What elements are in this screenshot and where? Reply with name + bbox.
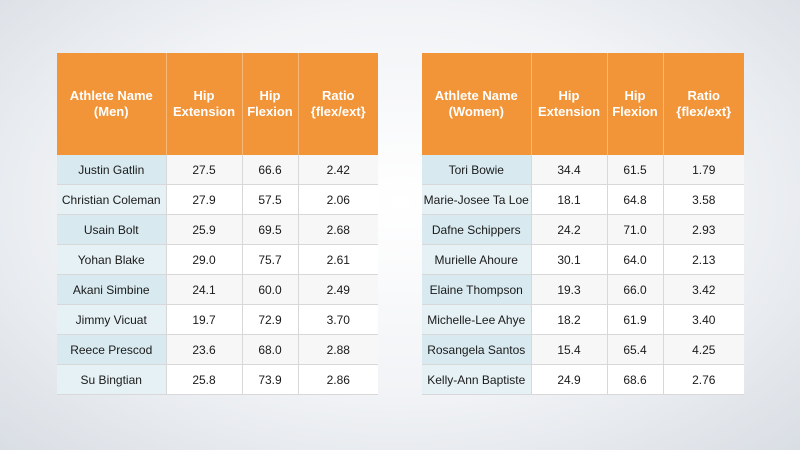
hip-extension-cell: 15.4 (531, 334, 608, 365)
table-row: Tori Bowie 34.4 61.5 1.79 (422, 155, 744, 185)
women-table-header: Athlete Name (Women) Hip Extension Hip F… (422, 53, 744, 155)
hip-flexion-cell: 68.0 (242, 334, 299, 365)
table-row: Marie-Josee Ta Loe 18.1 64.8 3.58 (422, 184, 744, 215)
athlete-name-cell: Elaine Thompson (422, 274, 532, 305)
hip-extension-cell: 25.9 (166, 214, 243, 245)
header-hip-flexion: Hip Flexion (607, 53, 664, 155)
hip-extension-cell: 24.9 (531, 364, 608, 395)
header-ratio: Ratio {flex/ext} (663, 53, 744, 155)
athlete-name-cell: Michelle-Lee Ahye (422, 304, 532, 335)
hip-extension-cell: 23.6 (166, 334, 243, 365)
hip-flexion-cell: 60.0 (242, 274, 299, 305)
men-table-header: Athlete Name (Men) Hip Extension Hip Fle… (57, 53, 378, 155)
athlete-name-cell: Usain Bolt (57, 214, 167, 245)
hip-flexion-cell: 64.0 (607, 244, 664, 275)
hip-flexion-cell: 66.6 (242, 155, 299, 185)
header-hip-extension: Hip Extension (166, 53, 243, 155)
ratio-cell: 2.93 (663, 214, 744, 245)
ratio-cell: 2.42 (298, 155, 378, 185)
table-row: Usain Bolt 25.9 69.5 2.68 (57, 214, 378, 245)
hip-flexion-cell: 66.0 (607, 274, 664, 305)
hip-extension-cell: 24.2 (531, 214, 608, 245)
hip-flexion-cell: 73.9 (242, 364, 299, 395)
hip-extension-cell: 30.1 (531, 244, 608, 275)
hip-flexion-cell: 65.4 (607, 334, 664, 365)
ratio-cell: 2.86 (298, 364, 378, 395)
hip-extension-cell: 19.3 (531, 274, 608, 305)
table-row: Elaine Thompson 19.3 66.0 3.42 (422, 274, 744, 305)
ratio-cell: 2.06 (298, 184, 378, 215)
table-row: Justin Gatlin 27.5 66.6 2.42 (57, 155, 378, 185)
ratio-cell: 2.49 (298, 274, 378, 305)
table-row: Akani Simbine 24.1 60.0 2.49 (57, 274, 378, 305)
header-hip-extension: Hip Extension (531, 53, 608, 155)
athlete-name-cell: Yohan Blake (57, 244, 167, 275)
header-row: Athlete Name (Men) Hip Extension Hip Fle… (57, 53, 378, 155)
hip-flexion-cell: 57.5 (242, 184, 299, 215)
header-ratio: Ratio {flex/ext} (298, 53, 378, 155)
ratio-cell: 2.68 (298, 214, 378, 245)
hip-flexion-cell: 61.9 (607, 304, 664, 335)
table-row: Dafne Schippers 24.2 71.0 2.93 (422, 214, 744, 245)
athlete-name-cell: Christian Coleman (57, 184, 167, 215)
athlete-name-cell: Dafne Schippers (422, 214, 532, 245)
table-row: Murielle Ahoure 30.1 64.0 2.13 (422, 244, 744, 275)
ratio-cell: 3.58 (663, 184, 744, 215)
table-row: Reece Prescod 23.6 68.0 2.88 (57, 334, 378, 365)
table-row: Rosangela Santos 15.4 65.4 4.25 (422, 334, 744, 365)
athlete-name-cell: Akani Simbine (57, 274, 167, 305)
header-athlete-name: Athlete Name (Men) (57, 53, 167, 155)
table-row: Yohan Blake 29.0 75.7 2.61 (57, 244, 378, 275)
ratio-cell: 3.42 (663, 274, 744, 305)
ratio-cell: 2.76 (663, 364, 744, 395)
hip-flexion-cell: 68.6 (607, 364, 664, 395)
header-athlete-name: Athlete Name (Women) (422, 53, 532, 155)
ratio-cell: 2.61 (298, 244, 378, 275)
ratio-cell: 2.88 (298, 334, 378, 365)
hip-extension-cell: 18.1 (531, 184, 608, 215)
athlete-name-cell: Marie-Josee Ta Loe (422, 184, 532, 215)
hip-extension-cell: 34.4 (531, 155, 608, 185)
hip-extension-cell: 29.0 (166, 244, 243, 275)
ratio-cell: 3.40 (663, 304, 744, 335)
hip-flexion-cell: 75.7 (242, 244, 299, 275)
header-hip-flexion: Hip Flexion (242, 53, 299, 155)
hip-flexion-cell: 64.8 (607, 184, 664, 215)
hip-flexion-cell: 61.5 (607, 155, 664, 185)
hip-flexion-cell: 72.9 (242, 304, 299, 335)
hip-extension-cell: 18.2 (531, 304, 608, 335)
athlete-name-cell: Rosangela Santos (422, 334, 532, 365)
ratio-cell: 4.25 (663, 334, 744, 365)
table-row: Christian Coleman 27.9 57.5 2.06 (57, 184, 378, 215)
hip-extension-cell: 25.8 (166, 364, 243, 395)
ratio-cell: 3.70 (298, 304, 378, 335)
men-table-body: Justin Gatlin 27.5 66.6 2.42 Christian Colem… (57, 155, 378, 395)
women-table: Athlete Name (Women) Hip Extension Hip F… (422, 53, 744, 395)
athlete-name-cell: Jimmy Vicuat (57, 304, 167, 335)
hip-extension-cell: 27.9 (166, 184, 243, 215)
athlete-name-cell: Justin Gatlin (57, 155, 167, 185)
athlete-name-cell: Su Bingtian (57, 364, 167, 395)
hip-flexion-cell: 71.0 (607, 214, 664, 245)
table-row: Jimmy Vicuat 19.7 72.9 3.70 (57, 304, 378, 335)
table-row: Michelle-Lee Ahye 18.2 61.9 3.40 (422, 304, 744, 335)
hip-extension-cell: 27.5 (166, 155, 243, 185)
athlete-name-cell: Tori Bowie (422, 155, 532, 185)
athlete-name-cell: Kelly-Ann Baptiste (422, 364, 532, 395)
women-table-body: Tori Bowie 34.4 61.5 1.79 Marie-Josee Ta Loe… (422, 155, 744, 395)
hip-extension-cell: 19.7 (166, 304, 243, 335)
table-row: Su Bingtian 25.8 73.9 2.86 (57, 364, 378, 395)
hip-extension-cell: 24.1 (166, 274, 243, 305)
ratio-cell: 2.13 (663, 244, 744, 275)
ratio-cell: 1.79 (663, 155, 744, 185)
header-row: Athlete Name (Women) Hip Extension Hip F… (422, 53, 744, 155)
athlete-name-cell: Reece Prescod (57, 334, 167, 365)
men-table: Athlete Name (Men) Hip Extension Hip Fle… (57, 53, 378, 395)
table-row: Kelly-Ann Baptiste 24.9 68.6 2.76 (422, 364, 744, 395)
athlete-name-cell: Murielle Ahoure (422, 244, 532, 275)
hip-flexion-cell: 69.5 (242, 214, 299, 245)
